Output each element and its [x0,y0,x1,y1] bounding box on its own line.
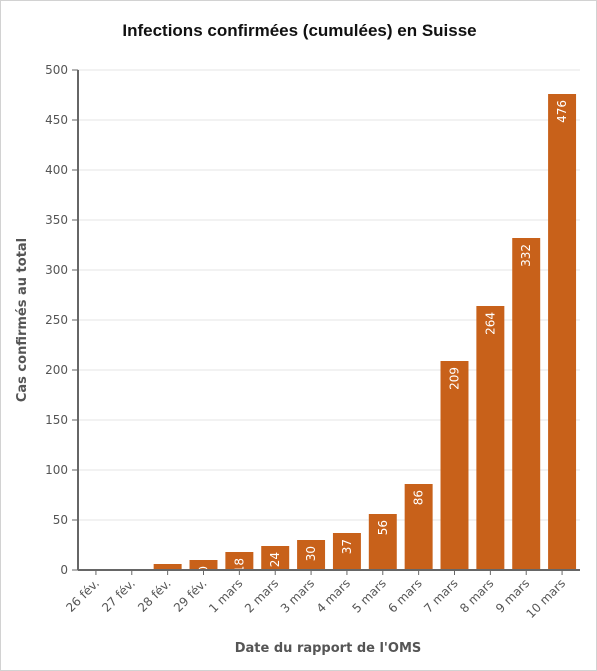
x-tick-label: 5 mars [350,576,389,615]
bars: 610182430375686209264332476 [81,94,577,581]
bar-data-label: 332 [519,244,533,267]
bar [225,552,254,570]
bar-data-label: 37 [340,539,354,554]
bar-data-label: 86 [412,490,426,505]
bar-data-label: 476 [555,100,569,123]
x-tick-label: 1 mars [206,576,245,615]
y-tick-label: 250 [45,313,68,327]
x-tick-label: 3 mars [278,576,317,615]
bar-data-label: 264 [483,312,497,335]
bar-data-label: 56 [376,520,390,535]
y-tick-label: 500 [45,63,68,77]
bar [368,514,397,570]
bar [440,361,469,570]
bar [476,306,505,570]
y-tick-label: 100 [45,463,68,477]
bar [261,546,290,570]
y-tick-label: 400 [45,163,68,177]
bar-data-label: 24 [268,552,282,567]
x-tick-label: 4 mars [314,576,353,615]
x-tick-label: 26 fév. [63,576,102,615]
y-tick-label: 350 [45,213,68,227]
bar [189,560,218,570]
bar-data-label: 30 [304,546,318,561]
x-tick-label: 29 fév. [171,576,210,615]
x-tick-label: 27 fév. [99,576,138,615]
chart-title: Infections confirmées (cumulées) en Suis… [122,21,477,40]
bar [332,533,361,570]
bar-data-label: 209 [448,367,462,390]
x-tick-label: 8 mars [457,576,496,615]
x-tick-label: 28 fév. [135,576,174,615]
bar [512,238,541,570]
y-tick-label: 0 [60,563,68,577]
x-tick-label: 10 mars [523,576,568,621]
y-axis-title: Cas confirmés au total [15,238,30,402]
x-axis-title: Date du rapport de l'OMS [235,641,422,656]
bar [404,484,433,570]
x-tick-label: 7 mars [421,576,460,615]
y-tick-label: 50 [53,513,68,527]
y-tick-label: 300 [45,263,68,277]
bar [297,540,326,570]
y-tick-label: 200 [45,363,68,377]
bar [153,564,182,570]
grid-lines [78,69,580,521]
x-tick-label: 2 mars [242,576,281,615]
y-tick-label: 150 [45,413,68,427]
x-tick-label: 6 mars [385,576,424,615]
bar [548,94,577,570]
y-tick-label: 450 [45,113,68,127]
